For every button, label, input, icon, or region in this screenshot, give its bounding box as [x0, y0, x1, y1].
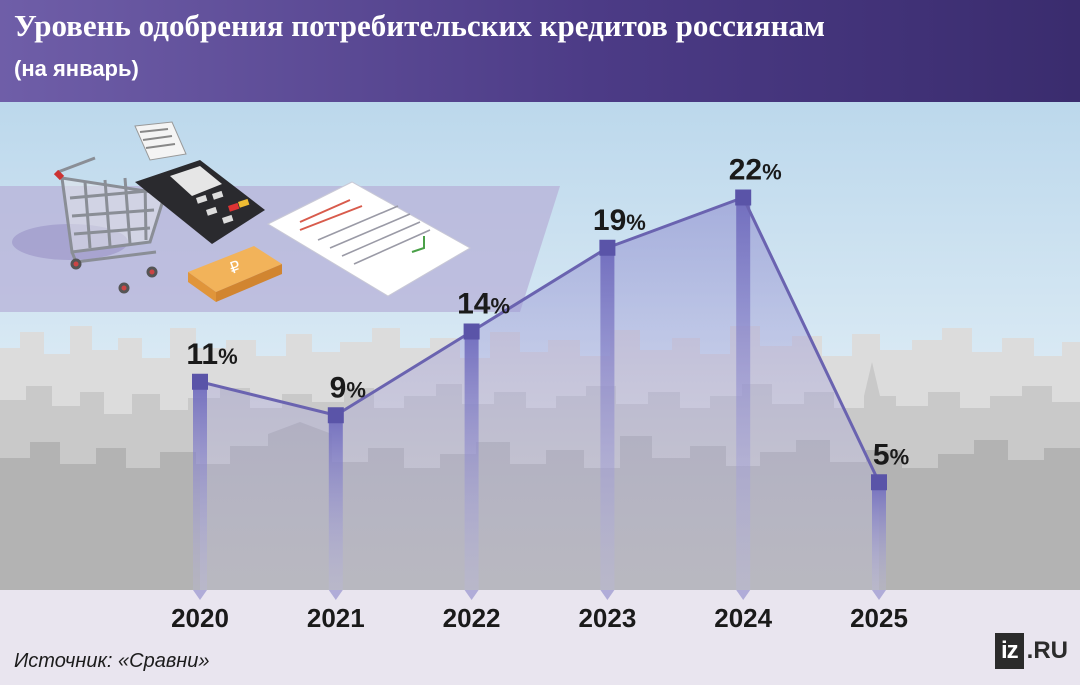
- x-tick-2025: 2025: [850, 603, 908, 632]
- series-line: [199, 195, 881, 483]
- value-label-2022: 14%: [457, 288, 510, 321]
- area-fill: [200, 197, 879, 590]
- value-label-2025: 5%: [873, 438, 909, 471]
- chart-title: Уровень одобрения потребительских кредит…: [14, 8, 826, 43]
- point-marker-2022: [463, 323, 480, 340]
- point-marker-2025: [871, 474, 887, 491]
- x-tick-2021: 2021: [307, 603, 365, 632]
- value-label-2020: 11%: [186, 338, 237, 371]
- value-label-2023: 19%: [593, 204, 646, 237]
- value-bar-2020: [193, 381, 207, 590]
- chart-area: ₽ 11% 2020 9% 2021 14% 2022 19% 2023 22% 2024 5% 20…: [0, 102, 1080, 632]
- bar-tip-2024: [736, 590, 751, 600]
- value-label-2024: 22%: [729, 154, 782, 187]
- money-stack-icon: ₽: [188, 246, 282, 302]
- x-tick-2024: 2024: [714, 603, 772, 632]
- shopping-cart-icon: [53, 156, 167, 294]
- value-bar-2023: [600, 247, 615, 590]
- point-marker-2023: [599, 239, 616, 256]
- document-icon: [266, 181, 472, 297]
- point-marker-2020: [192, 373, 208, 390]
- chart-subtitle: (на январь): [14, 56, 139, 81]
- x-tick-2020: 2020: [171, 603, 229, 632]
- x-tick-2023: 2023: [578, 603, 636, 632]
- header-banner: Уровень одобрения потребительских кредит…: [0, 0, 1080, 102]
- plot-area: 11% 2020 9% 2021 14% 2022 19% 2023 22% 2024 5% 2025: [171, 154, 909, 633]
- shopping-illustration: ₽: [0, 121, 560, 312]
- card-terminal-icon: [134, 121, 265, 244]
- point-marker-2024: [735, 189, 752, 206]
- publisher-logo: iz .RU: [994, 633, 1068, 669]
- value-bar-2022: [464, 331, 479, 590]
- x-tick-2022: 2022: [443, 603, 501, 632]
- value-bar-2021: [328, 415, 343, 590]
- logo-box: iz: [994, 633, 1024, 669]
- point-marker-2021: [327, 407, 344, 424]
- logo-text: .RU: [1026, 637, 1068, 664]
- axis-band: [0, 590, 1080, 632]
- bar-tip-2022: [464, 590, 479, 600]
- bar-tip-2021: [328, 590, 343, 600]
- value-bar-2025: [872, 482, 886, 590]
- bar-tip-2020: [193, 590, 207, 600]
- value-bar-2024: [736, 197, 751, 590]
- bar-tip-2025: [872, 590, 886, 600]
- source-note: Источник: «Сравни»: [14, 650, 210, 672]
- bar-tip-2023: [600, 590, 615, 600]
- value-label-2021: 9%: [330, 371, 366, 404]
